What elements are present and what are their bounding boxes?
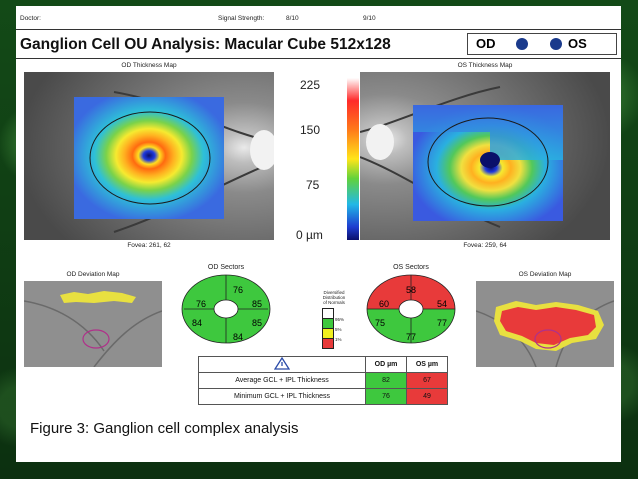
row-label-minimum: Minimum GCL + IPL Thickness (198, 388, 366, 405)
os-sector-top-left: 60 (379, 299, 389, 309)
od-sector-bottom-left: 84 (192, 318, 202, 328)
report-title-bar: Ganglion Cell OU Analysis: Macular Cube … (16, 29, 621, 59)
os-thickness-map-image (360, 72, 610, 240)
od-sector-top: 76 (233, 285, 243, 295)
legend-title-line-1: Diversified (323, 290, 345, 295)
od-thickness-map-image (24, 72, 274, 240)
os-dot-icon (550, 38, 562, 50)
legend-label-95: 95% (335, 317, 345, 322)
os-deviation-map (476, 281, 614, 367)
os-thickness-map (360, 72, 610, 240)
os-sector-top: 58 (406, 285, 416, 295)
average-os-value: 67 (406, 372, 448, 389)
scale-label-75: 75 (306, 178, 320, 192)
report-top-line: Doctor: Signal Strength: 8/10 9/10 (16, 15, 621, 27)
os-sectors-title: OS Sectors (393, 264, 429, 271)
od-sector-top-right: 85 (252, 299, 262, 309)
table-row: Minimum GCL + IPL Thickness 76 49 (198, 388, 448, 405)
od-thickness-map (24, 72, 274, 240)
os-thickness-map-title: OS Thickness Map (457, 62, 513, 69)
scale-label-0: 0 µm (296, 228, 323, 242)
od-sectors-center (213, 299, 239, 319)
signal-strength-label: Signal Strength: (218, 15, 265, 22)
average-od-value: 82 (365, 372, 407, 389)
od-thickness-map-title: OD Thickness Map (121, 62, 177, 69)
od-sector-top-left: 76 (196, 299, 206, 309)
os-sectors-center (398, 299, 424, 319)
report-slide: Doctor: Signal Strength: 8/10 9/10 Gangl… (16, 6, 621, 462)
table-row: Average GCL + IPL Thickness 82 67 (198, 372, 448, 389)
eye-selector: OD OS (467, 33, 617, 55)
minimum-os-value: 49 (406, 388, 448, 405)
os-deviation-map-title: OS Deviation Map (518, 271, 572, 278)
od-sectors-chart: 76 85 85 84 84 76 (181, 274, 271, 344)
os-label: OS (568, 36, 587, 51)
os-fovea-coordinates: Fovea: 259, 64 (463, 242, 507, 249)
od-fovea-coordinates: Fovea: 261, 62 (127, 242, 171, 249)
legend-label-5: 5% (335, 327, 342, 332)
od-deviation-map-title: OD Deviation Map (66, 271, 120, 278)
signal-strength-od: 8/10 (286, 15, 299, 22)
figure-caption: Figure 3: Ganglion cell complex analysis (30, 420, 299, 437)
od-deviation-map (24, 281, 162, 367)
scale-label-150: 150 (300, 123, 321, 137)
od-dot-icon (516, 38, 528, 50)
thickness-color-scale (347, 78, 359, 240)
row-label-average: Average GCL + IPL Thickness (198, 372, 366, 389)
os-sector-top-right: 54 (437, 299, 447, 309)
col-os-um: OS µm (406, 356, 448, 373)
os-deviation-map-image (476, 281, 614, 367)
legend-title-line-3: of Normals (323, 300, 345, 305)
scale-label-225: 225 (300, 78, 321, 92)
table-header-row: OD µm OS µm (198, 356, 448, 373)
gcl-ipl-thickness-table: OD µm OS µm Average GCL + IPL Thickness … (198, 356, 448, 405)
os-sector-bottom: 77 (406, 332, 416, 342)
signal-strength-os: 9/10 (363, 15, 376, 22)
os-sectors-chart: 58 54 77 77 75 60 (366, 274, 456, 344)
os-sector-bottom-left: 75 (375, 318, 385, 328)
minimum-od-value: 76 (365, 388, 407, 405)
warning-icon (198, 356, 366, 373)
report-title: Ganglion Cell OU Analysis: Macular Cube … (20, 36, 391, 53)
normal-distribution-legend: Diversified Distribution of Normals 95% … (309, 290, 359, 360)
od-deviation-map-image (24, 281, 162, 367)
legend-label-1: 1% (335, 337, 342, 342)
od-sectors-title: OD Sectors (207, 264, 245, 271)
col-od-um: OD µm (365, 356, 407, 373)
doctor-label: Doctor: (20, 15, 41, 22)
legend-swatch-red (322, 338, 334, 349)
od-label: OD (476, 36, 496, 51)
od-sector-bottom-right: 85 (252, 318, 262, 328)
os-sector-bottom-right: 77 (437, 318, 447, 328)
od-sector-bottom: 84 (233, 332, 243, 342)
legend-title-line-2: Distribution (322, 295, 346, 300)
